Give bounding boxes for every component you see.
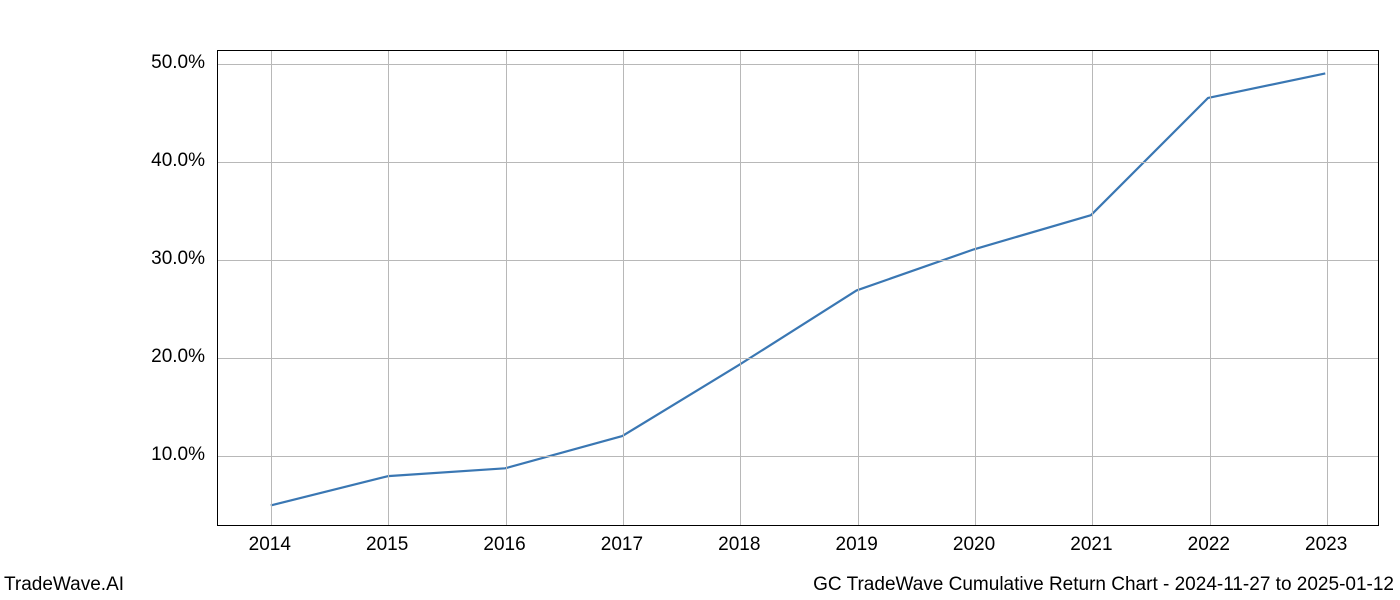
y-tick-label: 50.0% <box>151 52 205 74</box>
grid-line-vertical <box>506 51 507 525</box>
x-tick-label: 2021 <box>1070 534 1112 556</box>
grid-line-horizontal <box>218 260 1378 261</box>
grid-line-vertical <box>1210 51 1211 525</box>
plot-area <box>217 50 1379 526</box>
x-tick-label: 2019 <box>836 534 878 556</box>
return-line-series <box>271 73 1326 505</box>
grid-line-horizontal <box>218 358 1378 359</box>
x-tick-label: 2015 <box>366 534 408 556</box>
y-tick-label: 20.0% <box>151 346 205 368</box>
y-tick-label: 10.0% <box>151 444 205 466</box>
grid-line-vertical <box>1092 51 1093 525</box>
footer-brand: TradeWave.AI <box>4 574 124 596</box>
grid-line-vertical <box>1327 51 1328 525</box>
y-tick-label: 40.0% <box>151 150 205 172</box>
chart-container: TradeWave.AI GC TradeWave Cumulative Ret… <box>0 0 1400 600</box>
grid-line-vertical <box>271 51 272 525</box>
grid-line-horizontal <box>218 64 1378 65</box>
x-tick-label: 2016 <box>483 534 525 556</box>
x-tick-label: 2022 <box>1188 534 1230 556</box>
y-tick-label: 30.0% <box>151 248 205 270</box>
grid-line-vertical <box>975 51 976 525</box>
x-tick-label: 2017 <box>601 534 643 556</box>
x-tick-label: 2023 <box>1305 534 1347 556</box>
grid-line-vertical <box>858 51 859 525</box>
x-tick-label: 2020 <box>953 534 995 556</box>
grid-line-horizontal <box>218 162 1378 163</box>
grid-line-vertical <box>623 51 624 525</box>
line-series-svg <box>218 51 1378 525</box>
grid-line-vertical <box>388 51 389 525</box>
grid-line-horizontal <box>218 456 1378 457</box>
footer-caption: GC TradeWave Cumulative Return Chart - 2… <box>813 574 1394 596</box>
x-tick-label: 2018 <box>718 534 760 556</box>
x-tick-label: 2014 <box>249 534 291 556</box>
grid-line-vertical <box>740 51 741 525</box>
